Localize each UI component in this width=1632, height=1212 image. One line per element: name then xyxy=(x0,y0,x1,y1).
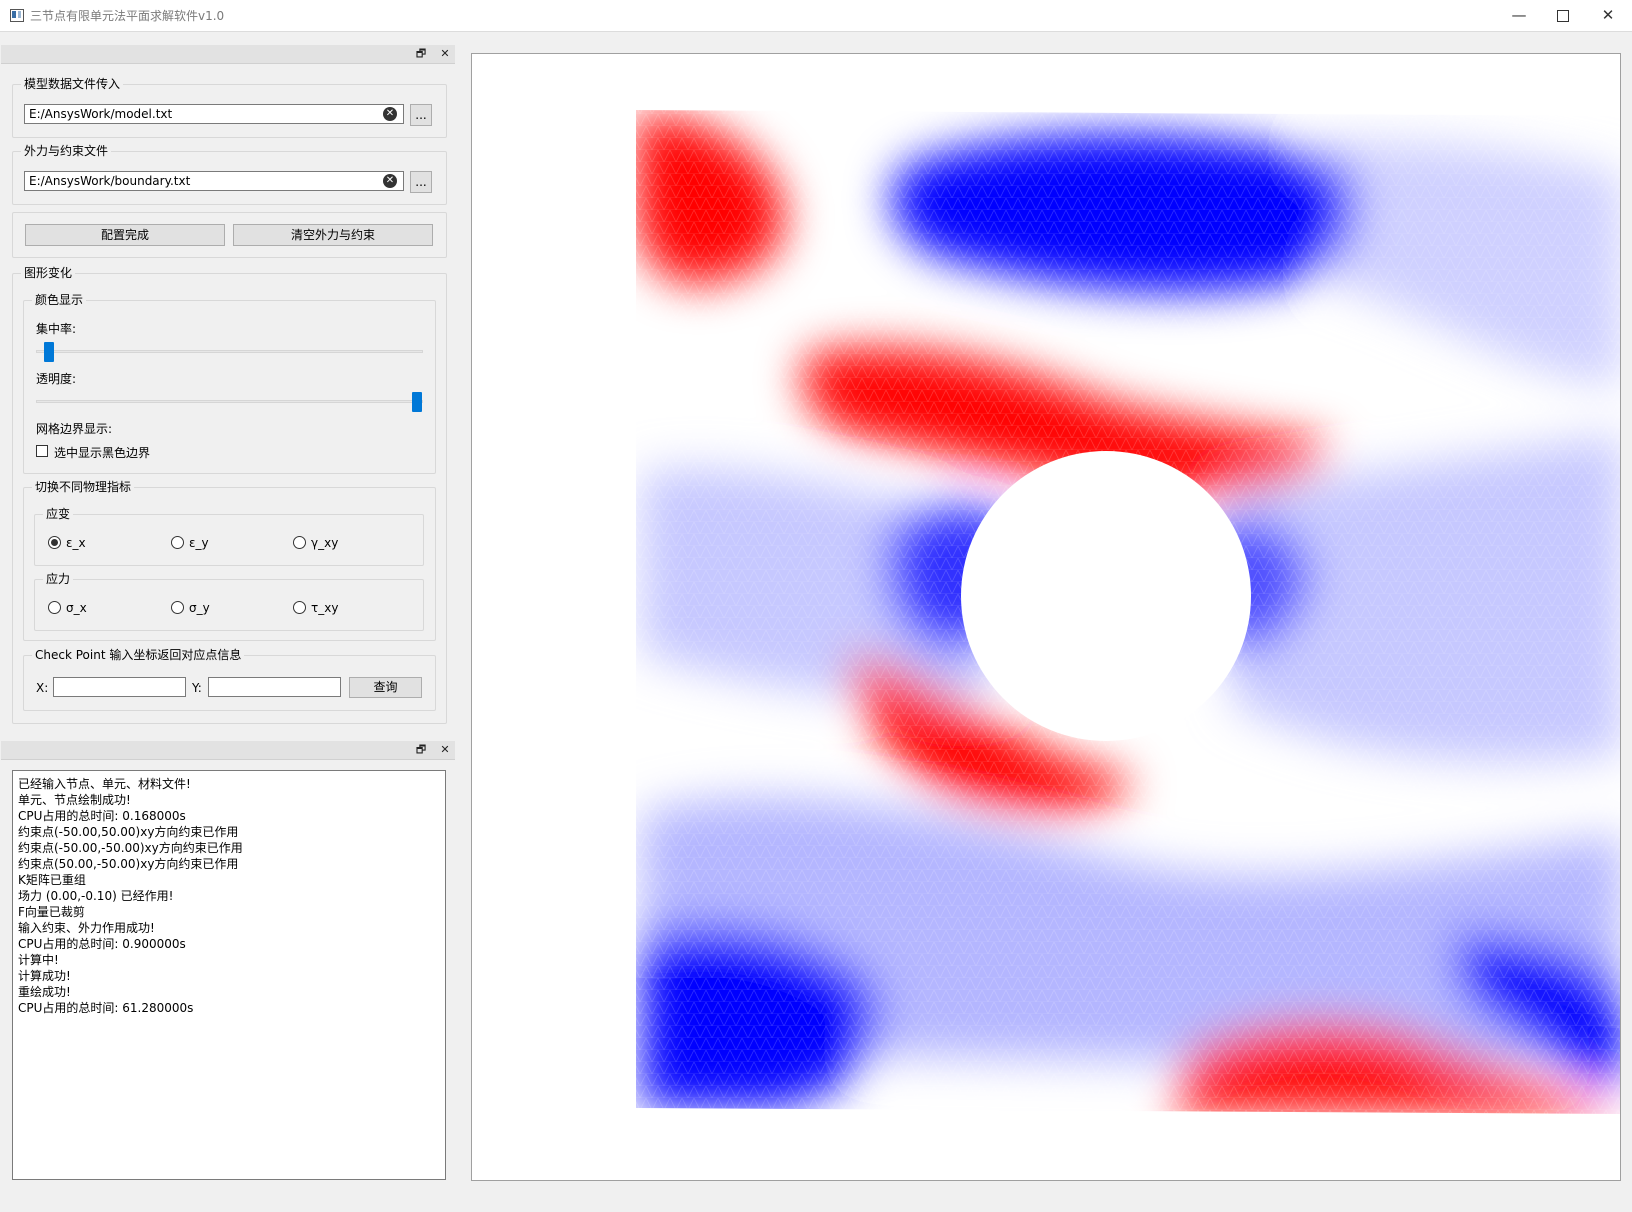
title-bar: 三节点有限单元法平面求解软件v1.0 — ✕ xyxy=(0,0,1632,32)
clear-forces-button[interactable]: 清空外力与约束 xyxy=(233,224,433,246)
app-icon xyxy=(10,9,24,22)
strain-y-radio[interactable] xyxy=(171,536,184,549)
check-point-title: Check Point 输入坐标返回对应点信息 xyxy=(32,647,245,663)
transparency-label: 透明度: xyxy=(36,372,77,386)
query-button[interactable]: 查询 xyxy=(349,677,422,698)
window-title: 三节点有限单元法平面求解软件v1.0 xyxy=(30,9,225,23)
boundary-path-text: E:/AnsysWork/boundary.txt xyxy=(29,174,191,188)
y-coord-label: Y: xyxy=(192,681,202,695)
strain-xy-label[interactable]: γ_xy xyxy=(311,536,339,550)
strain-xy-radio[interactable] xyxy=(293,536,306,549)
graphics-title: 图形变化 xyxy=(21,265,76,281)
model-file-group: 模型数据文件传入 xyxy=(12,76,447,138)
log-output[interactable]: 已经输入节点、单元、材料文件! 单元、节点绘制成功! CPU占用的总时间: 0.16… xyxy=(12,770,446,1180)
stress-xy-label[interactable]: τ_xy xyxy=(311,601,339,615)
log-line: CPU占用的总时间: 0.900000s xyxy=(18,937,186,951)
close-window-button[interactable]: ✕ xyxy=(1601,6,1615,24)
model-path-input[interactable]: E:/AnsysWork/model.txt xyxy=(24,104,404,124)
grid-border-checkbox-label[interactable]: 选中显示黑色边界 xyxy=(54,446,151,460)
log-line: 重绘成功! xyxy=(18,985,71,999)
check-point-group: Check Point 输入坐标返回对应点信息 xyxy=(23,647,436,711)
transparency-slider-track[interactable] xyxy=(36,400,423,403)
strain-x-radio[interactable] xyxy=(48,536,61,549)
log-line: 约束点(-50.00,-50.00)xy方向约束已作用 xyxy=(18,841,243,855)
strain-group: 应变 xyxy=(34,506,424,566)
stress-title: 应力 xyxy=(43,571,74,587)
actions-group xyxy=(12,212,447,258)
log-line: 单元、节点绘制成功! xyxy=(18,793,131,807)
log-line: CPU占用的总时间: 61.280000s xyxy=(18,1001,194,1015)
concentration-slider-handle[interactable] xyxy=(44,342,54,362)
y-coord-input[interactable] xyxy=(208,677,341,697)
grid-border-label: 网格边界显示: xyxy=(36,422,113,436)
stress-y-radio[interactable] xyxy=(171,601,184,614)
stress-group: 应力 xyxy=(34,571,424,631)
log-line: 已经输入节点、单元、材料文件! xyxy=(18,777,191,791)
stress-xy-radio[interactable] xyxy=(293,601,306,614)
stress-x-radio[interactable] xyxy=(48,601,61,614)
log-line: 计算成功! xyxy=(18,969,71,983)
model-clear-icon[interactable]: ✕ xyxy=(383,107,397,121)
boundary-clear-icon[interactable]: ✕ xyxy=(383,174,397,188)
dock-close-button[interactable]: ✕ xyxy=(440,47,450,60)
log-line: K矩阵已重组 xyxy=(18,873,86,887)
dock-float-button[interactable]: 🗗 xyxy=(415,47,427,60)
color-display-title: 颜色显示 xyxy=(32,292,87,308)
maximize-button[interactable] xyxy=(1540,0,1586,31)
model-browse-button[interactable]: ... xyxy=(410,104,432,126)
boundary-file-group: 外力与约束文件 xyxy=(12,143,447,205)
model-file-title: 模型数据文件传入 xyxy=(21,76,124,92)
boundary-browse-button[interactable]: ... xyxy=(410,171,432,193)
physics-title: 切换不同物理指标 xyxy=(32,479,135,495)
log-line: F向量已裁剪 xyxy=(18,905,85,919)
log-line: CPU占用的总时间: 0.168000s xyxy=(18,809,186,823)
log-line: 输入约束、外力作用成功! xyxy=(18,921,155,935)
fem-canvas[interactable] xyxy=(471,53,1621,1181)
concentration-label: 集中率: xyxy=(36,322,77,336)
log-line: 约束点(50.00,-50.00)xy方向约束已作用 xyxy=(18,857,239,871)
central-hole xyxy=(961,451,1251,741)
concentration-slider-track[interactable] xyxy=(36,350,423,353)
strain-y-label[interactable]: ε_y xyxy=(189,536,209,550)
boundary-file-title: 外力与约束文件 xyxy=(21,143,112,159)
graphics-group: 图形变化 xyxy=(12,265,447,724)
physics-group: 切换不同物理指标 xyxy=(23,479,436,641)
log-line: 场力 (0.00,-0.10) 已经作用! xyxy=(18,889,174,903)
log-line: 约束点(-50.00,50.00)xy方向约束已作用 xyxy=(18,825,239,839)
color-display-group: 颜色显示 xyxy=(23,292,436,474)
log-line: 计算中! xyxy=(18,953,59,967)
strain-title: 应变 xyxy=(43,506,74,522)
boundary-path-input[interactable]: E:/AnsysWork/boundary.txt xyxy=(24,171,404,191)
minimize-button[interactable]: — xyxy=(1511,6,1527,24)
config-done-button[interactable]: 配置完成 xyxy=(25,224,225,246)
stress-y-label[interactable]: σ_y xyxy=(189,601,210,615)
model-path-text: E:/AnsysWork/model.txt xyxy=(29,107,173,121)
transparency-slider-handle[interactable] xyxy=(412,392,422,412)
settings-dock-header[interactable]: 🗗 ✕ xyxy=(1,45,455,64)
x-coord-label: X: xyxy=(36,681,49,695)
strain-x-label[interactable]: ε_x xyxy=(66,536,86,550)
maximize-icon xyxy=(1557,10,1569,22)
grid-border-checkbox[interactable] xyxy=(36,445,48,457)
log-dock-header[interactable]: 🗗 ✕ xyxy=(1,741,455,760)
log-dock-close-button[interactable]: ✕ xyxy=(440,743,450,756)
strain-contour-plot xyxy=(636,110,1620,1114)
stress-x-label[interactable]: σ_x xyxy=(66,601,87,615)
log-dock-float-button[interactable]: 🗗 xyxy=(415,743,427,756)
x-coord-input[interactable] xyxy=(53,677,186,697)
